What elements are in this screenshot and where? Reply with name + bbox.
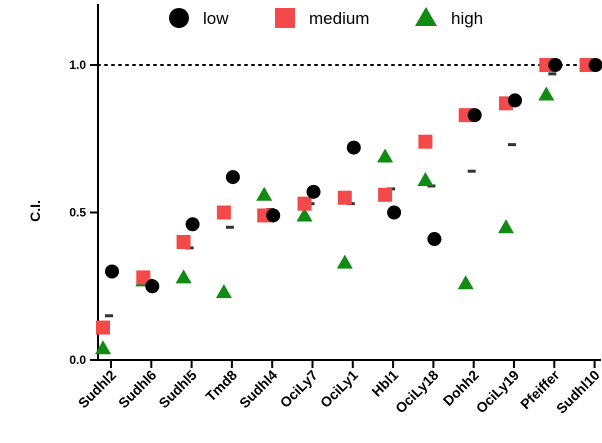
- point-low: [346, 140, 361, 155]
- data-marks: [95, 58, 602, 355]
- legend-marker-low: [169, 8, 189, 28]
- x-tick-label: OciLy18: [392, 367, 442, 417]
- point-low: [185, 217, 200, 232]
- point-medium: [96, 320, 110, 335]
- point-high: [336, 254, 353, 269]
- point-high: [498, 219, 514, 234]
- point-low: [105, 264, 119, 279]
- point-low: [588, 58, 602, 72]
- legend-label-high: high: [451, 9, 483, 28]
- point-medium: [418, 134, 433, 149]
- x-tick-label: OciLy7: [277, 367, 321, 411]
- point-high: [457, 275, 474, 290]
- point-medium: [297, 196, 312, 211]
- point-medium: [176, 235, 191, 249]
- y-axis-title: C.I.: [27, 200, 43, 222]
- point-high: [256, 186, 273, 201]
- point-medium: [216, 205, 231, 220]
- x-tick-label: Sudhl2: [75, 367, 119, 411]
- legend-marker-high: [415, 7, 437, 26]
- point-low: [427, 232, 442, 247]
- point-high: [95, 340, 111, 355]
- x-tick-label: OciLy1: [317, 367, 361, 411]
- x-tick-label: Sudhl5: [155, 367, 199, 411]
- legend-marker-medium: [275, 8, 295, 28]
- point-high: [377, 148, 394, 163]
- y-tick-label: 0.0: [69, 353, 86, 367]
- legend-label-medium: medium: [309, 9, 369, 28]
- point-low: [306, 184, 321, 199]
- point-low: [508, 93, 522, 108]
- x-tick-label: Tmd8: [202, 367, 240, 405]
- point-high: [175, 269, 192, 284]
- legend-label-low: low: [203, 9, 229, 28]
- point-medium: [378, 187, 393, 202]
- point-low: [467, 108, 482, 123]
- x-tick-label: Sudhl4: [236, 367, 280, 411]
- y-tick-label: 1.0: [69, 58, 86, 72]
- point-medium: [136, 270, 151, 285]
- point-low: [266, 208, 281, 223]
- y-tick-label: 0.5: [69, 206, 86, 220]
- point-medium: [337, 190, 352, 205]
- point-low: [145, 279, 160, 294]
- point-high: [296, 207, 313, 222]
- point-high: [215, 284, 232, 299]
- point-low: [387, 205, 402, 220]
- point-high: [538, 86, 555, 101]
- point-high: [417, 172, 434, 187]
- x-tick-label: Sudhl10: [553, 367, 602, 417]
- legend: low medium high: [169, 7, 483, 28]
- x-tick-label: OciLy19: [473, 367, 523, 417]
- x-tick-label: Sudhl6: [115, 367, 159, 411]
- point-low: [225, 170, 240, 185]
- x-tick-label: Hbl1: [368, 367, 401, 400]
- point-low: [548, 58, 563, 72]
